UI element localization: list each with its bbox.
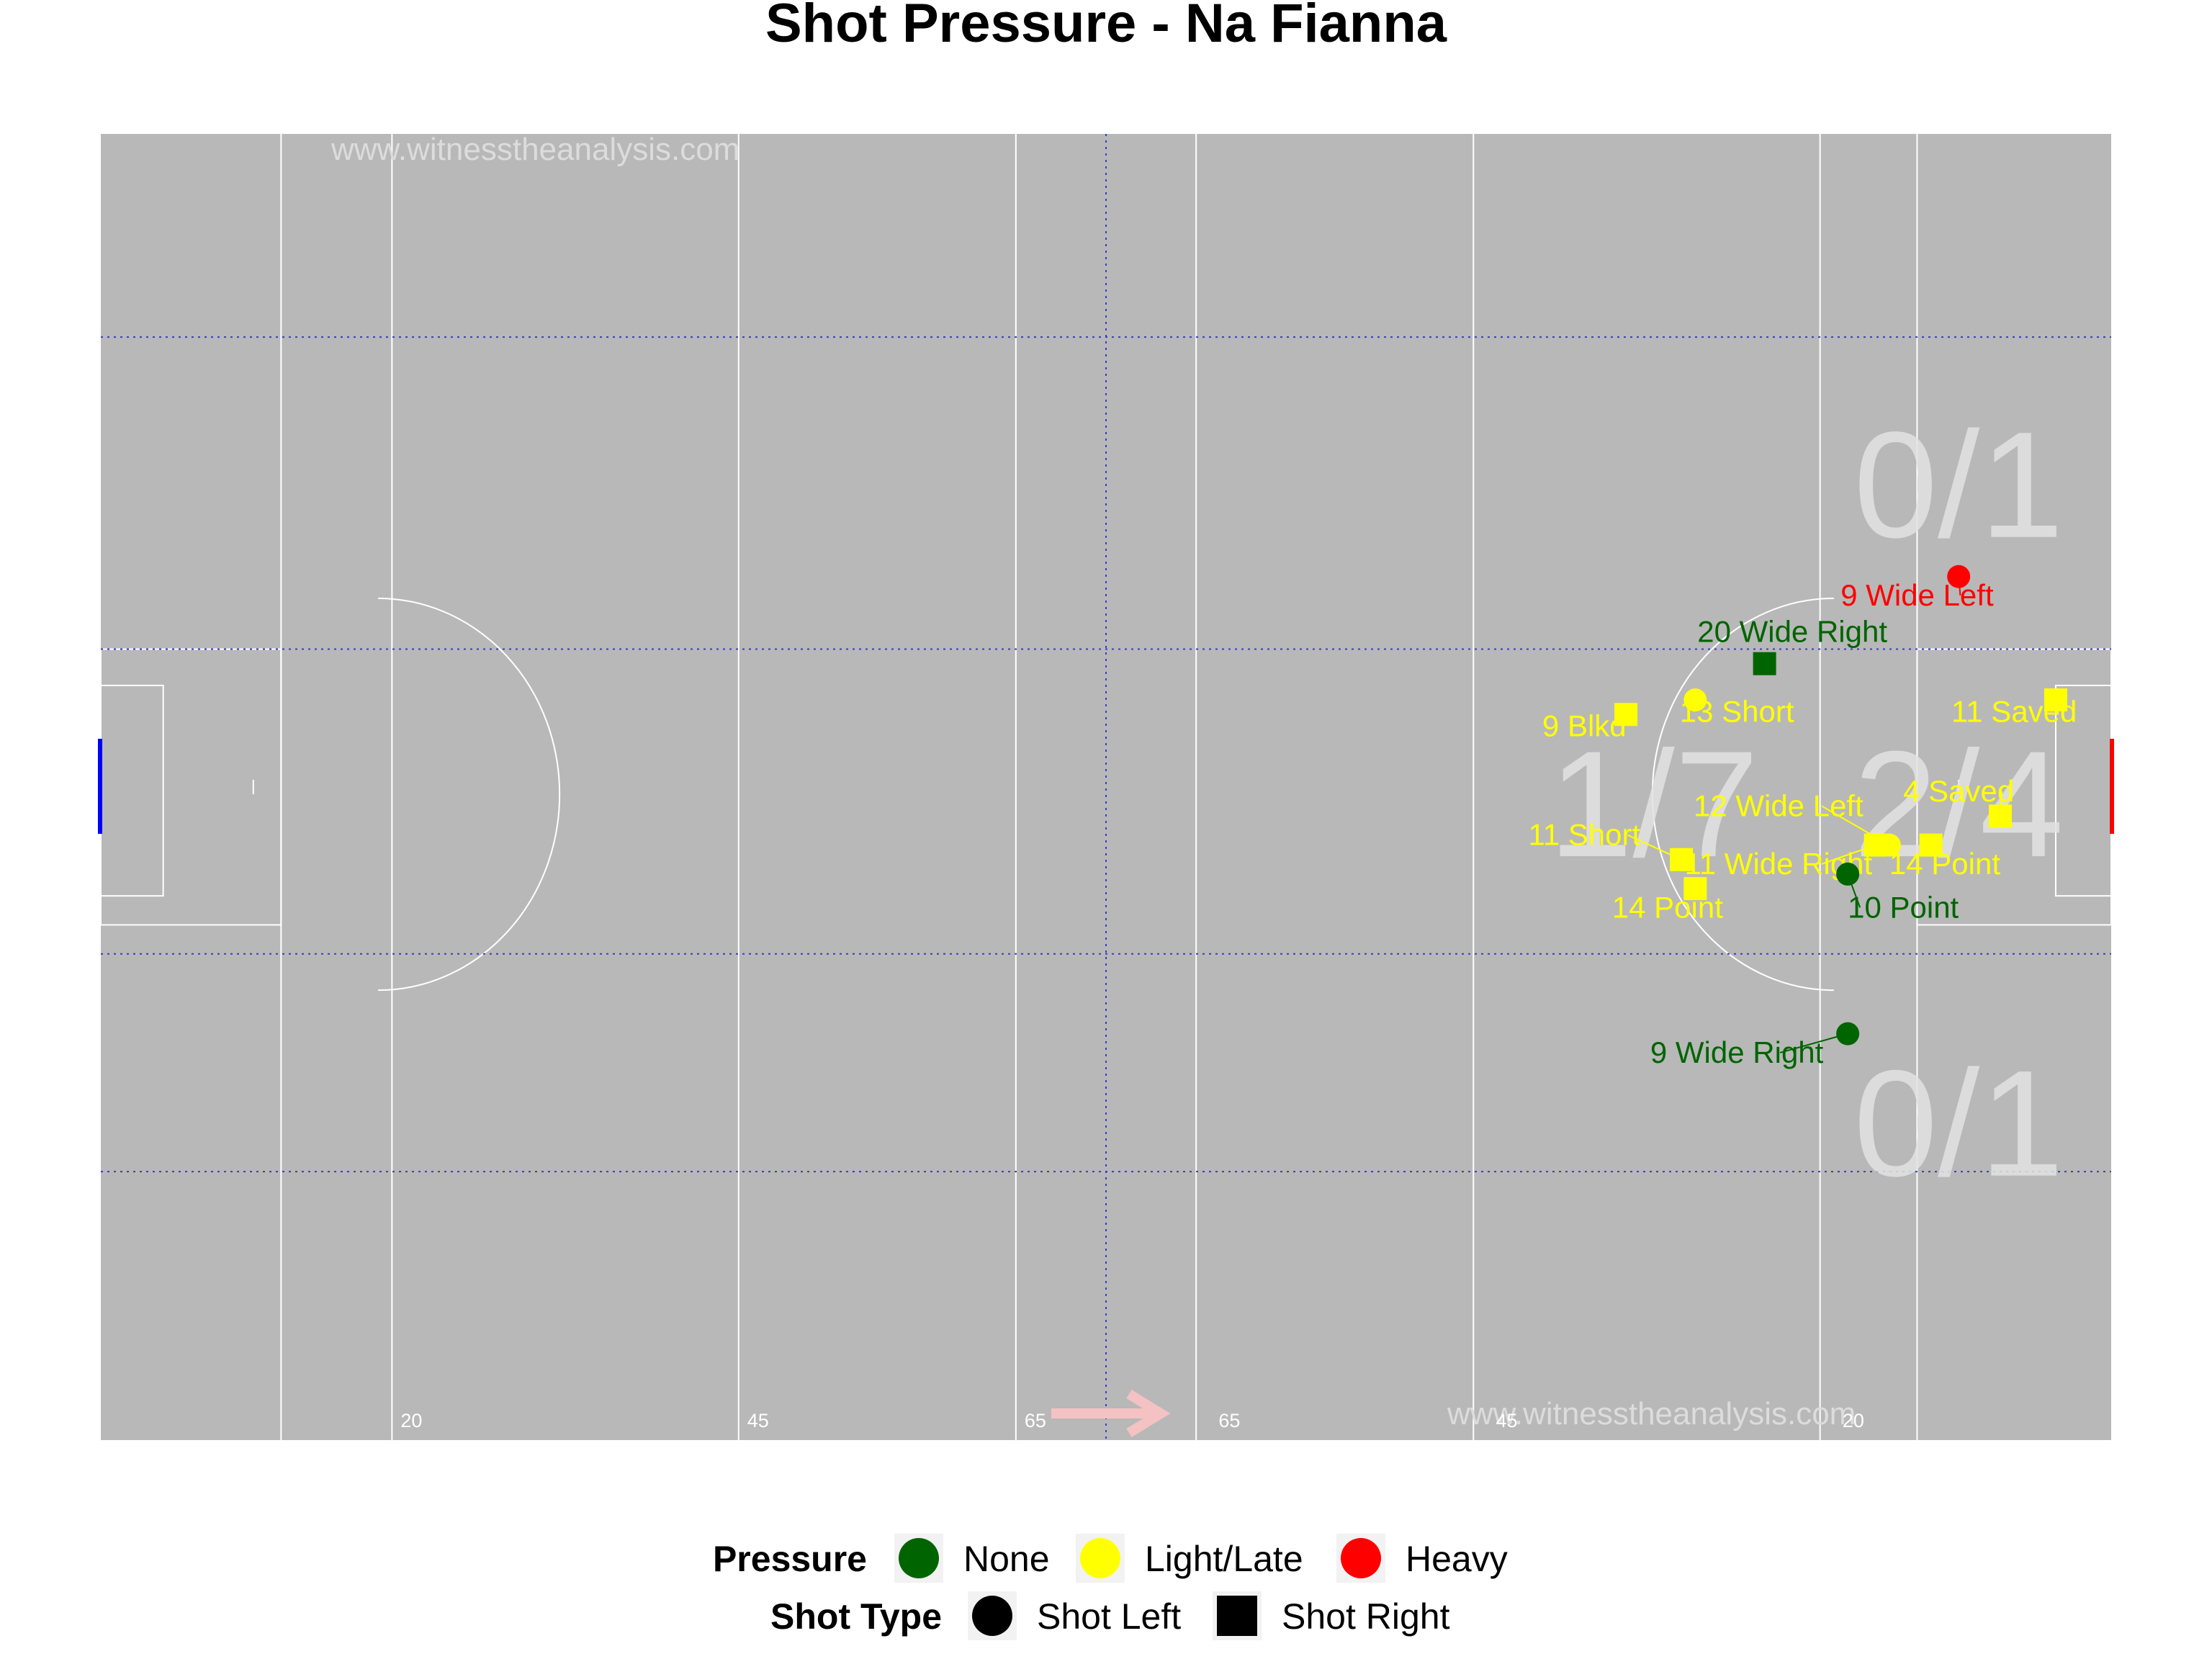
shot-9-circle-marker <box>1836 862 1860 886</box>
legend-pressure-label-2: Heavy <box>1406 1539 1508 1579</box>
shot-0-label: 9 Wide Left <box>1840 578 1994 612</box>
legend-pressure-label-0: None <box>963 1539 1050 1579</box>
shot-7-square-marker <box>1863 833 1887 857</box>
shot-3-square-marker <box>1614 703 1638 727</box>
right-goal-marker <box>2110 739 2114 834</box>
legend-type-label-0: Shot Left <box>1037 1596 1181 1637</box>
legend-pressure-swatch-0 <box>899 1538 939 1578</box>
watermark-top: www.witnesstheanalysis.com <box>331 132 739 167</box>
shot-0: 9 Wide Left <box>1840 565 1994 612</box>
arrow-head <box>1126 1390 1171 1437</box>
shot-4-label: 11 Saved <box>1951 694 2077 728</box>
shot-10-label: 11 Short <box>1528 818 1640 852</box>
shot-8-label: 14 Point <box>1889 847 2000 881</box>
shot-6: 12 Wide Left <box>1694 788 1901 857</box>
attack-direction-arrow <box>1051 1390 1171 1437</box>
shot-10: 11 Short <box>1528 818 1694 871</box>
right-arc <box>1651 597 1834 992</box>
legend-pressure-items: None Light/Late Heavy <box>894 1534 1508 1583</box>
zone-score-label-2: 2/4 <box>1853 719 2064 889</box>
shot-5-label: 4 Saved <box>1903 774 2014 808</box>
shot-9: 10 Point <box>1836 862 1959 924</box>
legend-pressure-title: Pressure <box>713 1539 867 1579</box>
legend-shot-type-title: Shot Type <box>770 1596 942 1637</box>
zone-score-label-0: 0/1 <box>1853 400 2064 570</box>
legend-type-label-1: Shot Right <box>1282 1596 1450 1637</box>
shot-5-square-marker <box>1988 804 2012 828</box>
left-arc <box>378 597 561 992</box>
shot-3: 9 Blkd <box>1542 703 1638 742</box>
shot-2: 13 Short <box>1680 688 1794 728</box>
shot-4: 11 Saved <box>1951 688 2077 728</box>
pitch-surface <box>101 134 2111 1440</box>
shot-12: 9 Wide Right <box>1650 1022 1860 1069</box>
shot-11-label: 14 Point <box>1612 890 1723 924</box>
zone-score-label-3: 0/1 <box>1853 1039 2064 1208</box>
chart-title: Shot Pressure - Na Fianna <box>765 0 1447 54</box>
distance-label-4: 45 <box>1496 1410 1518 1431</box>
shot-2-label: 13 Short <box>1680 694 1794 728</box>
shot-12-label: 9 Wide Right <box>1650 1035 1824 1069</box>
shot-9-label: 10 Point <box>1848 890 1959 924</box>
shot-3-label: 9 Blkd <box>1542 709 1627 742</box>
shot-8: 14 Point <box>1889 833 2000 881</box>
legend-pressure-label-1: Light/Late <box>1145 1539 1303 1579</box>
legend-pressure-swatch-1 <box>1080 1538 1120 1578</box>
shot-12-circle-marker <box>1836 1022 1860 1046</box>
zone-grid <box>101 134 2111 1440</box>
shot-1: 20 Wide Right <box>1697 614 1887 675</box>
distance-label-5: 20 <box>1843 1410 1864 1431</box>
shot-4-square-marker <box>2044 688 2067 712</box>
shot-1-square-marker <box>1753 652 1776 675</box>
distance-labels: 20 45 65 65 45 20 <box>400 1410 1864 1431</box>
shot-6-label: 12 Wide Left <box>1694 788 1863 822</box>
shot-10-square-marker <box>1670 848 1694 871</box>
left-goal-marker <box>98 739 102 834</box>
shot-8-square-marker <box>1919 833 1943 857</box>
legend-type-swatch-1 <box>1217 1596 1257 1636</box>
watermark-bottom: www.witnesstheanalysis.com <box>1447 1396 1856 1431</box>
distance-label-3: 65 <box>1218 1410 1240 1431</box>
legend: Pressure None Light/Late Heavy Shot Type S… <box>713 1534 1508 1640</box>
distance-label-2: 65 <box>1025 1410 1046 1431</box>
shot-5: 4 Saved <box>1903 774 2014 828</box>
legend-pressure-swatch-2 <box>1341 1538 1381 1578</box>
shot-11-square-marker <box>1683 877 1707 901</box>
shot-12-leader <box>1779 1033 1848 1053</box>
shot-11: 14 Point <box>1612 877 1723 924</box>
distance-label-1: 45 <box>747 1410 769 1431</box>
shot-2-circle-marker <box>1683 688 1707 712</box>
zone-score-labels: 0/1 1/7 2/4 0/1 <box>1549 400 2064 1208</box>
legend-shot-type-items: Shot Left Shot Right <box>968 1591 1450 1640</box>
shot-1-label: 20 Wide Right <box>1697 614 1887 648</box>
pitch: www.witnesstheanalysis.com www.witnessth… <box>98 132 2114 1440</box>
shot-0-circle-marker <box>1947 565 1971 588</box>
distance-label-0: 20 <box>400 1410 422 1431</box>
zone-score-label-1: 1/7 <box>1549 719 1759 889</box>
legend-type-swatch-0 <box>972 1596 1012 1636</box>
